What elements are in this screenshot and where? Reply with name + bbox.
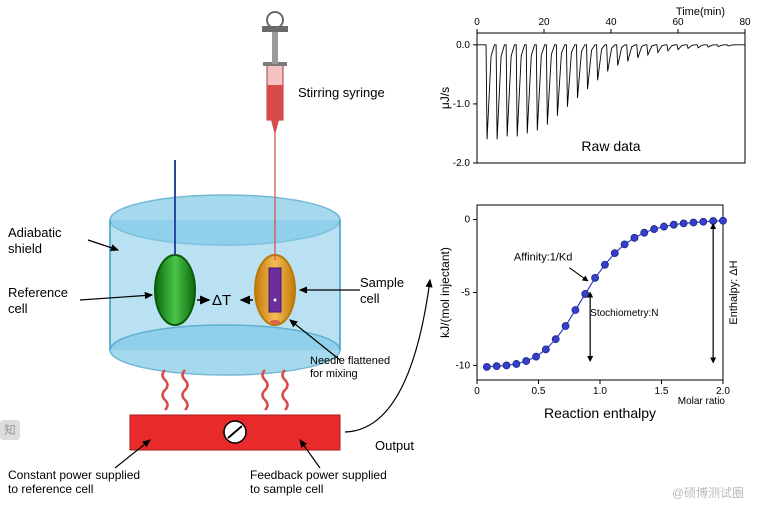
- svg-text:kJ/(mol injectant): kJ/(mol injectant): [438, 247, 452, 338]
- label-output: Output: [375, 438, 414, 454]
- label-deltaT: ΔT: [212, 292, 231, 310]
- svg-text:知: 知: [4, 423, 16, 437]
- svg-text:40: 40: [605, 17, 617, 28]
- label-fbpower: Feedback power supplied to sample cell: [250, 468, 387, 497]
- svg-text:Raw data: Raw data: [581, 138, 640, 154]
- itc-diagram: [0, 0, 440, 513]
- svg-text:0: 0: [464, 215, 470, 226]
- ref-coil: [163, 370, 188, 410]
- svg-text:Enthalpy: ΔH: Enthalpy: ΔH: [728, 260, 740, 324]
- label-constpower: Constant power supplied to reference cel…: [8, 468, 140, 497]
- zhihu-icon: 知: [0, 420, 20, 440]
- sample-inner: [269, 268, 281, 312]
- svg-text:Reaction enthalpy: Reaction enthalpy: [544, 405, 656, 421]
- label-refcell: Reference cell: [8, 285, 68, 316]
- svg-text:Stochiometry:N: Stochiometry:N: [590, 308, 658, 319]
- raw-data-chart: 0 20 40 60 80 Time(min) 0.0 -1.0 -2.0 μJ/s Raw dat…: [435, 5, 755, 185]
- svg-text:-5: -5: [461, 288, 470, 299]
- enthalpy-chart: 00.51.01.52.0Molar ratio0-5-10kJ/(mol in…: [435, 195, 755, 435]
- svg-text:60: 60: [672, 17, 684, 28]
- svg-text:Affinity:1/Kd: Affinity:1/Kd: [514, 251, 573, 263]
- svg-text:-1.0: -1.0: [453, 99, 471, 110]
- svg-text:0.0: 0.0: [456, 40, 470, 51]
- watermark-text: @硕博测试圈: [672, 484, 744, 501]
- label-samplecell: Sample cell: [360, 275, 404, 306]
- reference-cell-shape: [155, 255, 195, 325]
- svg-text:20: 20: [538, 17, 550, 28]
- svg-text:80: 80: [739, 17, 751, 28]
- svg-text:0: 0: [474, 17, 480, 28]
- svg-text:0.5: 0.5: [532, 386, 546, 397]
- svg-text:Molar ratio: Molar ratio: [678, 396, 726, 407]
- svg-text:-10: -10: [456, 360, 471, 371]
- svg-text:1.0: 1.0: [593, 386, 607, 397]
- label-shield: Adiabatic shield: [8, 225, 61, 256]
- svg-text:1.5: 1.5: [655, 386, 669, 397]
- label-syringe: Stirring syringe: [298, 85, 385, 101]
- svg-text:μJ/s: μJ/s: [438, 87, 452, 109]
- svg-text:Time(min): Time(min): [676, 6, 725, 18]
- syringe: [262, 12, 288, 135]
- svg-text:0: 0: [474, 386, 480, 397]
- label-needle: Needle flattened for mixing: [310, 355, 390, 381]
- sample-coil: [263, 370, 288, 410]
- svg-text:-2.0: -2.0: [453, 158, 471, 169]
